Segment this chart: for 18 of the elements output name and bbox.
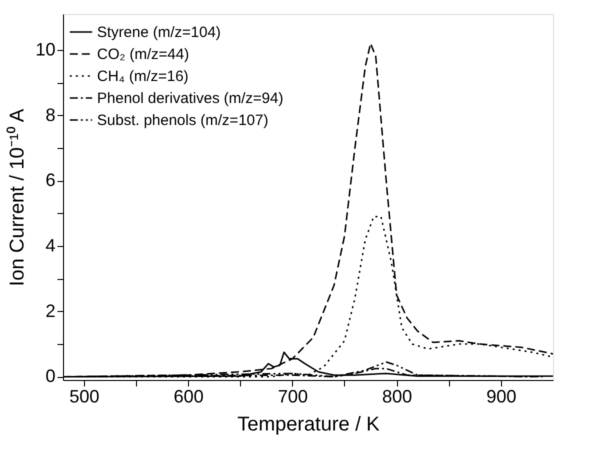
y-tick-label: 0	[45, 366, 56, 386]
y-tick-label: 10	[35, 39, 56, 60]
x-tick-label: 800	[382, 386, 412, 406]
x-axis-title: Temperature / K	[237, 414, 380, 436]
y-tick-label: 8	[45, 104, 56, 125]
x-tick-label: 500	[69, 386, 100, 406]
legend-label: Styrene (m/z=104)	[97, 24, 221, 41]
legend-label: CO₂ (m/z=44)	[97, 46, 190, 63]
legend-label: Phenol derivatives (m/z=94)	[97, 90, 284, 107]
y-tick-label: 6	[45, 170, 56, 190]
legend-label: Subst. phenols (m/z=107)	[97, 112, 268, 129]
y-tick-label: 2	[45, 300, 56, 321]
x-tick-label: 900	[486, 386, 516, 406]
y-axis-title: Ion Current / 10⁻¹⁰ A	[5, 108, 28, 286]
y-tick-label: 4	[45, 236, 56, 256]
x-tick-label: 600	[174, 386, 204, 406]
legend-label: CH₄ (m/z=16)	[97, 68, 189, 85]
x-tick-label: 700	[278, 386, 308, 406]
